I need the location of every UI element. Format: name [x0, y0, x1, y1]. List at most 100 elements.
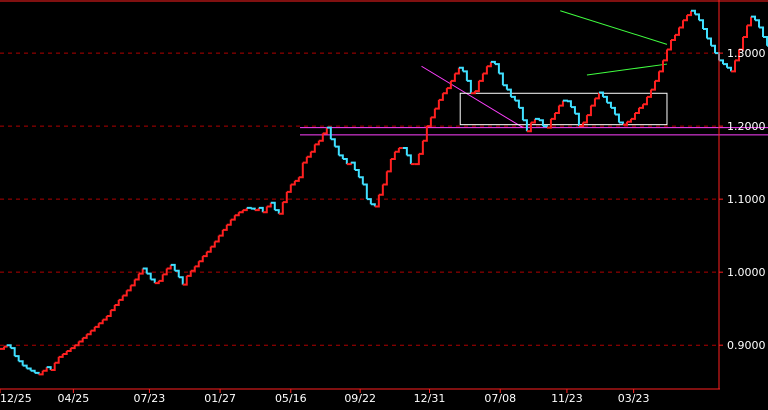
x-tick-label: 01/27	[204, 392, 236, 405]
series-segment	[418, 140, 424, 155]
series-segment	[146, 272, 152, 280]
series-segment	[150, 278, 156, 284]
annotation-layer	[300, 10, 768, 136]
series-segment	[174, 269, 180, 278]
series-segment	[210, 241, 216, 248]
series-segment	[654, 71, 660, 82]
series-segment	[518, 106, 524, 121]
series-segment	[538, 119, 544, 127]
y-tick-label: 1.0000	[727, 266, 766, 279]
series-segment	[218, 229, 224, 237]
series-segment	[550, 112, 556, 120]
series-segment	[422, 126, 428, 142]
series-segment	[674, 27, 680, 36]
series-segment	[14, 355, 20, 362]
series-segment	[706, 37, 712, 46]
series-segment	[719, 59, 725, 65]
series-segment	[326, 126, 332, 140]
series-segment	[138, 268, 144, 275]
series-segment	[10, 347, 16, 357]
series-segment	[238, 210, 244, 214]
series-segment	[670, 34, 676, 41]
series-segment	[94, 323, 100, 328]
series-segment	[490, 60, 496, 65]
series-segment	[302, 156, 308, 164]
series-segment	[50, 362, 56, 372]
series-segment	[154, 280, 160, 285]
series-segment	[310, 144, 316, 153]
series-segment	[6, 344, 12, 349]
series-segment	[526, 122, 532, 133]
x-tick-label: 11/23	[551, 392, 583, 405]
series-segment	[182, 275, 188, 286]
series-segment	[642, 96, 648, 106]
series-segment	[86, 330, 92, 336]
trendline-green	[586, 63, 668, 76]
series-segment	[414, 153, 420, 166]
series-segment	[278, 202, 284, 215]
series-segment	[658, 60, 664, 73]
x-tick-label: 09/22	[344, 392, 376, 405]
series-segment	[382, 171, 388, 186]
series-segment	[614, 113, 620, 123]
series-segment	[346, 162, 352, 166]
series-segment	[530, 118, 536, 124]
series-segment	[510, 95, 516, 101]
series-segment	[502, 84, 508, 90]
series-segment	[134, 273, 140, 281]
series-segment	[202, 251, 208, 258]
series-segment	[166, 264, 172, 270]
series-segment	[234, 212, 240, 217]
series-segment	[110, 305, 116, 312]
series-segment	[430, 108, 436, 119]
series-segment	[594, 92, 600, 100]
series-segment	[354, 168, 360, 178]
series-segment	[666, 39, 672, 51]
series-segment	[458, 66, 464, 72]
series-segment	[566, 100, 572, 108]
series-segment	[590, 98, 596, 107]
series-segment	[578, 122, 584, 128]
series-segment	[478, 73, 484, 82]
series-segment	[190, 266, 196, 272]
series-segment	[426, 117, 432, 128]
series-segment	[242, 207, 248, 212]
series-segment	[622, 121, 628, 126]
series-segment	[486, 61, 492, 68]
series-segment	[743, 25, 749, 39]
trendline-magenta	[421, 65, 524, 129]
series-segment	[514, 99, 520, 108]
series-segment	[142, 267, 148, 274]
series-segment	[690, 9, 696, 15]
series-segment	[338, 154, 344, 159]
series-segment	[755, 19, 761, 28]
x-tick-label: 12/25	[0, 392, 32, 405]
series-segment	[482, 66, 488, 75]
series-segment	[610, 106, 616, 115]
series-segment	[406, 154, 412, 165]
series-segment	[522, 119, 528, 132]
series-segment	[759, 26, 765, 38]
series-segment	[230, 215, 236, 221]
y-tick-label: 1.2000	[727, 120, 766, 133]
series-segment	[554, 105, 560, 114]
series-segment	[694, 13, 700, 21]
series-segment	[22, 364, 28, 369]
series-segment	[626, 118, 632, 123]
x-tick-label: 03/23	[618, 392, 650, 405]
series-segment	[662, 49, 668, 62]
series-segment	[606, 101, 612, 108]
series-segment	[474, 80, 480, 93]
series-segment	[58, 353, 64, 358]
series-segment	[74, 341, 80, 347]
series-segment	[731, 60, 737, 73]
series-segment	[258, 206, 264, 213]
series-segment	[466, 79, 472, 94]
series-segment	[198, 256, 204, 263]
range-box	[459, 92, 668, 126]
series-segment	[226, 219, 232, 226]
tick-layer: 0.9000 1.0000 1.1000 1.2000 1.3000 12/25 04/25…	[0, 47, 766, 405]
series-segment	[562, 99, 568, 102]
series-segment	[634, 107, 640, 114]
